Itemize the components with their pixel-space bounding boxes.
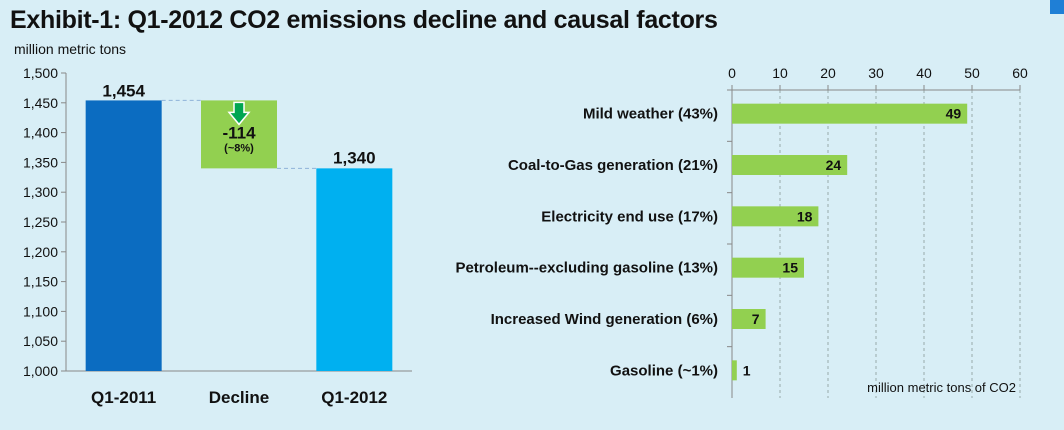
left-y-tick-label: 1,100: [23, 303, 58, 319]
right-x-tick-label: 20: [820, 65, 836, 81]
right-x-tick-label: 40: [916, 65, 932, 81]
factor-value-label: 15: [782, 260, 798, 276]
factor-bar: [732, 360, 737, 381]
left-y-tick-label: 1,400: [23, 125, 58, 141]
right-x-tick-label: 60: [1012, 65, 1028, 81]
factor-label: Mild weather (43%): [583, 106, 718, 123]
value-label-decline: -114: [222, 123, 256, 142]
factor-label: Electricity end use (17%): [541, 208, 718, 225]
factor-value-label: 24: [826, 157, 842, 173]
right-x-axis-label: million metric tons of CO2: [867, 380, 1016, 395]
factor-bar: [732, 206, 819, 227]
category-label: Decline: [209, 388, 269, 407]
left-y-tick-label: 1,200: [23, 244, 58, 260]
waterfall-chart: 1,000 1,050 1,100 1,150 1,200 1,250 1,300 1,350…: [23, 65, 412, 407]
factor-label: Gasoline (~1%): [610, 362, 718, 379]
factor-value-label: 49: [946, 106, 962, 122]
left-y-tick-label: 1,350: [23, 154, 58, 170]
down-arrow-icon: [227, 101, 251, 126]
factor-value-label: 1: [743, 362, 751, 378]
factor-label: Coal-to-Gas generation (21%): [508, 157, 718, 174]
factor-bar: [732, 257, 804, 278]
factor-bar: [732, 309, 766, 329]
decline-percent-label: (~8%): [224, 142, 254, 154]
value-label-q1-2012: 1,340: [333, 148, 376, 167]
left-y-tick-label: 1,150: [23, 274, 58, 290]
corner-marker: [1050, 0, 1064, 14]
right-x-tick-label: 50: [964, 65, 980, 81]
factor-value-label: 18: [797, 208, 813, 224]
factor-label: Increased Wind generation (6%): [491, 311, 718, 328]
factor-bar: [732, 155, 848, 175]
left-y-tick-label: 1,450: [23, 95, 58, 111]
left-y-axis-label: million metric tons: [14, 41, 127, 57]
left-y-tick-label: 1,050: [23, 333, 58, 349]
factor-label: Petroleum--excluding gasoline (13%): [455, 260, 718, 277]
bar-q1-2012: [316, 168, 393, 371]
chart-title: Exhibit-1: Q1-2012 CO2 emissions decline…: [10, 6, 718, 34]
bar-q1-2011: [85, 100, 162, 371]
factor-bar: [732, 103, 968, 124]
left-y-tick-label: 1,250: [23, 214, 58, 230]
category-label: Q1-2011: [91, 388, 156, 407]
right-x-tick-label: 0: [728, 65, 736, 81]
right-x-tick-label: 10: [772, 65, 788, 81]
left-y-tick-label: 1,500: [23, 65, 58, 81]
category-label: Q1-2012: [321, 388, 387, 407]
left-y-tick-label: 1,000: [23, 363, 58, 379]
left-y-tick-label: 1,300: [23, 184, 58, 200]
factors-bar-chart: 0 10 20 30 40 50 60 Mild weather (43%) 49 Coal-to…: [455, 65, 1028, 398]
factor-value-label: 7: [752, 311, 760, 327]
right-x-tick-label: 30: [868, 65, 884, 81]
value-label-q1-2011: 1,454: [102, 81, 145, 100]
